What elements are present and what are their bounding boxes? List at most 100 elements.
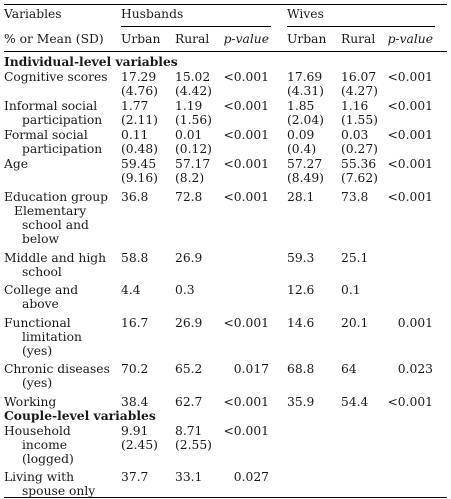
cell-wife-urban: 12.6 xyxy=(287,283,315,297)
header-row-label: % or Mean (SD) xyxy=(4,32,104,46)
header-husbands-rural: Rural xyxy=(175,32,210,46)
cell-husband-rural: 57.17 xyxy=(175,157,211,171)
cell-wife-urban-sd: (0.4) xyxy=(287,142,317,156)
row-label: Cognitive scores xyxy=(4,70,108,84)
header-rule xyxy=(4,51,447,52)
cell-husband-rural-sd: (0.12) xyxy=(175,142,212,156)
cell-husband-urban: 16.7 xyxy=(121,316,149,330)
cell-husband-rural: 0.3 xyxy=(175,283,195,297)
cell-husband-urban: 36.8 xyxy=(121,190,149,204)
row-label: Informal social xyxy=(4,99,98,113)
header-wives-rural: Rural xyxy=(341,32,376,46)
section-couple: Couple-level variables xyxy=(4,408,156,423)
cell-husband-pvalue: <0.001 xyxy=(223,395,269,409)
cell-wife-rural: 73.8 xyxy=(341,190,369,204)
cell-husband-pvalue: <0.001 xyxy=(223,70,269,84)
cell-husband-rural: 0.01 xyxy=(175,128,203,142)
section-individual: Individual-level variables xyxy=(4,54,178,69)
row-label-cont: (logged) xyxy=(22,452,74,466)
cell-husband-pvalue: 0.017 xyxy=(233,362,269,376)
row-label-cont: school and xyxy=(22,218,89,232)
cell-wife-urban: 1.85 xyxy=(287,99,315,113)
cell-husband-pvalue: <0.001 xyxy=(223,316,269,330)
cell-wife-urban: 0.09 xyxy=(287,128,315,142)
row-label-cont: below xyxy=(22,232,60,246)
cell-wife-rural-sd: (0.27) xyxy=(341,142,378,156)
cell-husband-urban: 4.4 xyxy=(121,283,141,297)
cell-husband-urban: 58.8 xyxy=(121,251,149,265)
cell-wife-urban-sd: (2.04) xyxy=(287,113,324,127)
cell-husband-rural: 26.9 xyxy=(175,316,203,330)
cell-husband-rural: 72.8 xyxy=(175,190,203,204)
header-wives: Wives xyxy=(287,7,324,21)
header-husbands-urban: Urban xyxy=(121,32,161,46)
row-label-cont: (yes) xyxy=(22,344,53,358)
row-label: College and xyxy=(4,283,79,297)
cell-wife-rural: 54.4 xyxy=(341,395,369,409)
row-label-cont: Elementary xyxy=(14,204,87,218)
cell-husband-pvalue: <0.001 xyxy=(223,99,269,113)
cell-wife-rural: 55.36 xyxy=(341,157,377,171)
cell-wife-pvalue: 0.001 xyxy=(397,316,433,330)
cell-wife-urban-sd: (4.31) xyxy=(287,84,324,98)
cell-wife-rural: 0.03 xyxy=(341,128,369,142)
cell-husband-urban: 59.45 xyxy=(121,157,157,171)
cell-husband-rural-sd: (2.55) xyxy=(175,438,212,452)
cell-wife-urban: 57.27 xyxy=(287,157,323,171)
row-label: Education group xyxy=(4,190,109,204)
cell-wife-rural-sd: (4.27) xyxy=(341,84,378,98)
cell-husband-rural-sd: (1.56) xyxy=(175,113,212,127)
row-label: Formal social xyxy=(4,128,88,142)
row-label: Middle and high xyxy=(4,251,107,265)
cell-wife-rural: 16.07 xyxy=(341,70,377,84)
cell-husband-rural-sd: (8.2) xyxy=(175,171,205,185)
cell-husband-urban-sd: (9.16) xyxy=(121,171,158,185)
cell-husband-pvalue: <0.001 xyxy=(223,190,269,204)
cell-husband-pvalue: <0.001 xyxy=(223,157,269,171)
row-label-cont: limitation xyxy=(22,330,82,344)
husbands-group-rule xyxy=(121,26,271,27)
cell-wife-rural: 64 xyxy=(341,362,357,376)
cell-wife-urban: 14.6 xyxy=(287,316,315,330)
cell-husband-urban: 38.4 xyxy=(121,395,149,409)
cell-wife-rural: 1.16 xyxy=(341,99,369,113)
row-label-cont: spouse only xyxy=(22,484,96,498)
header-variables: Variables xyxy=(4,7,62,21)
cell-wife-pvalue: <0.001 xyxy=(387,99,433,113)
cell-husband-rural-sd: (4.42) xyxy=(175,84,212,98)
bottom-rule xyxy=(4,497,447,498)
cell-husband-rural: 26.9 xyxy=(175,251,203,265)
cell-husband-pvalue: 0.027 xyxy=(233,470,269,484)
top-rule xyxy=(4,4,447,5)
cell-husband-urban: 70.2 xyxy=(121,362,149,376)
cell-wife-urban-sd: (8.49) xyxy=(287,171,324,185)
header-wives-urban: Urban xyxy=(287,32,327,46)
cell-wife-pvalue: <0.001 xyxy=(387,128,433,142)
cell-husband-pvalue: <0.001 xyxy=(223,424,269,438)
cell-husband-rural: 8.71 xyxy=(175,424,203,438)
cell-husband-urban-sd: (2.11) xyxy=(121,113,158,127)
row-label: Functional xyxy=(4,316,71,330)
row-label-cont: above xyxy=(22,297,59,311)
cell-wife-pvalue: <0.001 xyxy=(387,395,433,409)
header-wives-pvalue: p-value xyxy=(387,32,433,46)
cell-husband-rural: 62.7 xyxy=(175,395,203,409)
cell-wife-urban: 28.1 xyxy=(287,190,315,204)
row-label-cont: participation xyxy=(22,113,103,127)
row-label-cont: (yes) xyxy=(22,376,53,390)
cell-husband-urban-sd: (4.76) xyxy=(121,84,158,98)
cell-husband-rural: 15.02 xyxy=(175,70,211,84)
cell-husband-urban: 9.91 xyxy=(121,424,149,438)
cell-wife-pvalue: 0.023 xyxy=(397,362,433,376)
cell-husband-rural: 1.19 xyxy=(175,99,203,113)
cell-husband-urban-sd: (0.48) xyxy=(121,142,158,156)
cell-wife-urban: 17.69 xyxy=(287,70,323,84)
cell-wife-rural: 20.1 xyxy=(341,316,369,330)
cell-wife-rural: 0.1 xyxy=(341,283,361,297)
cell-wife-rural: 25.1 xyxy=(341,251,369,265)
cell-wife-urban: 35.9 xyxy=(287,395,315,409)
cell-wife-pvalue: <0.001 xyxy=(387,157,433,171)
cell-husband-pvalue: <0.001 xyxy=(223,128,269,142)
row-label: Chronic diseases xyxy=(4,362,110,376)
